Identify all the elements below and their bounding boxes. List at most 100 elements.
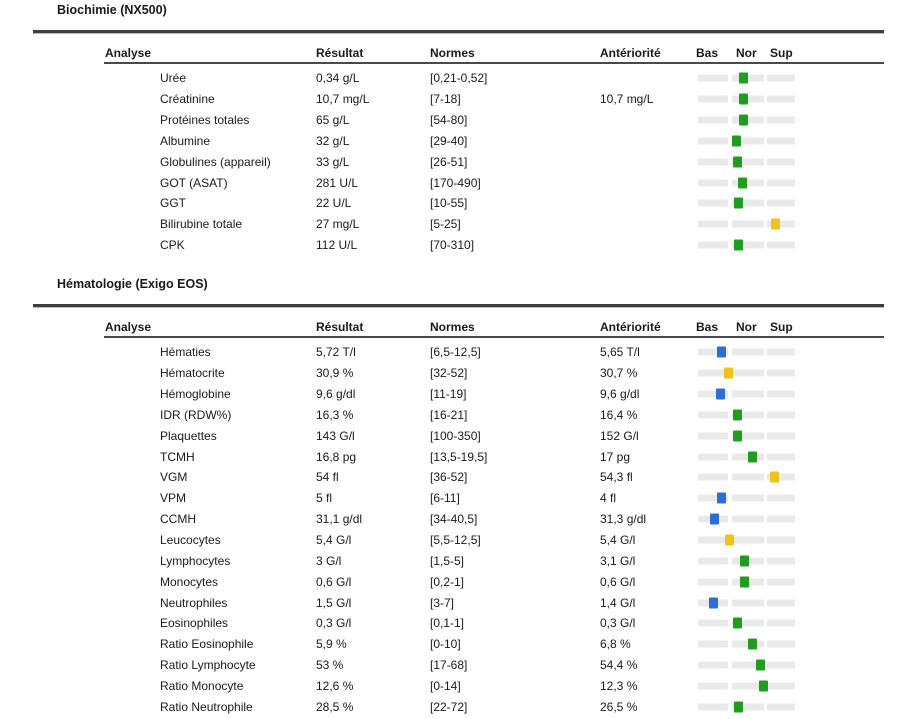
- column-header-analyse: Analyse: [105, 320, 152, 334]
- range-segment-sup: [767, 220, 795, 228]
- range-indicator: [698, 680, 795, 692]
- cell-normes: [26-51]: [430, 154, 468, 169]
- range-segment-sup: [767, 453, 795, 461]
- cell-resultat: 10,7 mg/L: [316, 92, 370, 107]
- cell-resultat: 0,6 G/l: [316, 574, 352, 589]
- range-segment-bas: [698, 703, 728, 711]
- cell-analyse: Ratio Lymphocyte: [160, 658, 256, 673]
- range-segment-nor: [731, 241, 764, 249]
- cell-normes: [0-10]: [430, 637, 461, 652]
- cell-anteriorite: 5,4 G/l: [600, 533, 636, 548]
- cell-normes: [5,5-12,5]: [430, 533, 481, 548]
- range-segment-sup: [767, 158, 795, 166]
- range-indicator: [698, 346, 795, 358]
- range-indicator: [698, 638, 795, 650]
- cell-analyse: GOT (ASAT): [160, 175, 228, 190]
- range-segment-bas: [698, 348, 728, 356]
- range-segment-bas: [698, 473, 728, 481]
- range-marker: [755, 659, 765, 671]
- range-segment-nor: [731, 432, 764, 440]
- cell-analyse: Hématies: [160, 345, 211, 360]
- cell-normes: [54-80]: [430, 113, 468, 128]
- table-row: Ratio Lymphocyte 53 % [17-68] 54,4 %: [0, 655, 900, 676]
- range-segment-sup: [767, 137, 795, 145]
- cell-normes: [170-490]: [430, 175, 481, 190]
- table-row: TCMH 16,8 pg [13,5-19,5] 17 pg: [0, 446, 900, 467]
- cell-normes: [10-55]: [430, 196, 468, 211]
- cell-anteriorite: 1,4 G/l: [600, 595, 636, 610]
- cell-anteriorite: 54,3 fl: [600, 470, 633, 485]
- cell-anteriorite: 10,7 mg/L: [600, 92, 654, 107]
- range-marker: [759, 680, 769, 692]
- range-segment-nor: [731, 661, 764, 669]
- cell-resultat: 9,6 g/dl: [316, 387, 356, 402]
- table-row: IDR (RDW%) 16,3 % [16-21] 16,4 %: [0, 405, 900, 426]
- range-indicator: [698, 409, 795, 421]
- range-marker: [732, 135, 742, 147]
- range-segment-bas: [698, 390, 728, 398]
- range-marker: [734, 197, 744, 209]
- table-row: VPM 5 fl [6-11] 4 fl: [0, 488, 900, 509]
- cell-anteriorite: 54,4 %: [600, 658, 638, 673]
- range-marker: [716, 492, 726, 504]
- cell-resultat: 5,72 T/l: [316, 345, 356, 360]
- cell-analyse: Lymphocytes: [160, 553, 231, 568]
- range-segment-nor: [731, 619, 764, 627]
- range-segment-nor: [731, 348, 764, 356]
- range-segment-nor: [731, 199, 764, 207]
- range-marker: [738, 177, 748, 189]
- table-row: Ratio Eosinophile 5,9 % [0-10] 6,8 %: [0, 634, 900, 655]
- table-header: Analyse Résultat Normes Antériorité Bas …: [0, 320, 900, 336]
- cell-resultat: 16,3 %: [316, 407, 354, 422]
- section-rows: Hématies 5,72 T/l [6,5-12,5] 5,65 T/l Hé…: [0, 342, 900, 717]
- cell-analyse: VPM: [160, 491, 187, 506]
- table-row: Hématocrite 30,9 % [32-52] 30,7 %: [0, 363, 900, 384]
- cell-anteriorite: 152 G/l: [600, 428, 639, 443]
- range-indicator: [698, 513, 795, 525]
- cell-normes: [13,5-19,5]: [430, 449, 488, 464]
- cell-anteriorite: 4 fl: [600, 491, 617, 506]
- section-divider-rule: [33, 304, 884, 308]
- range-segment-sup: [767, 369, 795, 377]
- range-segment-nor: [731, 515, 764, 523]
- range-indicator: [698, 197, 795, 209]
- cell-normes: [22-72]: [430, 699, 468, 714]
- cell-anteriorite: 3,1 G/l: [600, 553, 636, 568]
- range-indicator: [698, 72, 795, 84]
- cell-normes: [100-350]: [430, 428, 481, 443]
- table-row: Hématies 5,72 T/l [6,5-12,5] 5,65 T/l: [0, 342, 900, 363]
- range-segment-bas: [698, 640, 728, 648]
- cell-normes: [3-7]: [430, 595, 455, 610]
- cell-normes: [0-14]: [430, 678, 461, 693]
- cell-resultat: 143 G/l: [316, 428, 355, 443]
- range-segment-bas: [698, 619, 728, 627]
- range-segment-sup: [767, 682, 795, 690]
- range-indicator: [698, 597, 795, 609]
- table-row: Urée 0,34 g/L [0,21-0,52]: [0, 68, 900, 89]
- cell-anteriorite: 6,8 %: [600, 637, 631, 652]
- cell-resultat: 281 U/L: [316, 175, 359, 190]
- range-segment-bas: [698, 578, 728, 586]
- range-segment-sup: [767, 557, 795, 565]
- cell-analyse: Ratio Eosinophile: [160, 637, 254, 652]
- range-segment-sup: [767, 578, 795, 586]
- range-marker: [733, 617, 743, 629]
- range-marker: [734, 239, 744, 251]
- range-segment-sup: [767, 199, 795, 207]
- table-row: Lymphocytes 3 G/l [1,5-5] 3,1 G/l: [0, 550, 900, 571]
- range-marker: [709, 597, 719, 609]
- table-header-underline: [104, 62, 884, 64]
- range-indicator: [698, 576, 795, 588]
- table-row: Albumine 32 g/L [29-40]: [0, 131, 900, 152]
- column-header-normes: Normes: [430, 46, 475, 60]
- table-row: VGM 54 fl [36-52] 54,3 fl: [0, 467, 900, 488]
- cell-normes: [17-68]: [430, 658, 468, 673]
- range-segment-sup: [767, 74, 795, 82]
- cell-analyse: CPK: [160, 238, 185, 253]
- range-segment-sup: [767, 494, 795, 502]
- range-indicator: [698, 617, 795, 629]
- range-segment-sup: [767, 515, 795, 523]
- cell-analyse: Ratio Monocyte: [160, 678, 244, 693]
- cell-resultat: 22 U/L: [316, 196, 352, 211]
- cell-normes: [29-40]: [430, 133, 468, 148]
